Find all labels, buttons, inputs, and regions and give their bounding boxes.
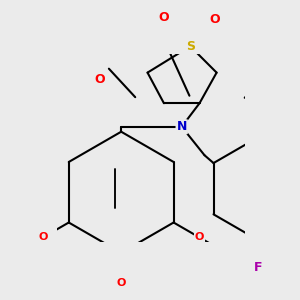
Text: O: O: [195, 232, 204, 242]
Text: O: O: [94, 73, 105, 86]
Text: O: O: [38, 232, 47, 242]
Text: F: F: [254, 260, 262, 274]
Text: O: O: [210, 14, 220, 26]
Text: O: O: [116, 278, 126, 288]
Text: S: S: [186, 40, 195, 53]
Text: N: N: [176, 120, 187, 133]
Text: O: O: [159, 11, 169, 24]
